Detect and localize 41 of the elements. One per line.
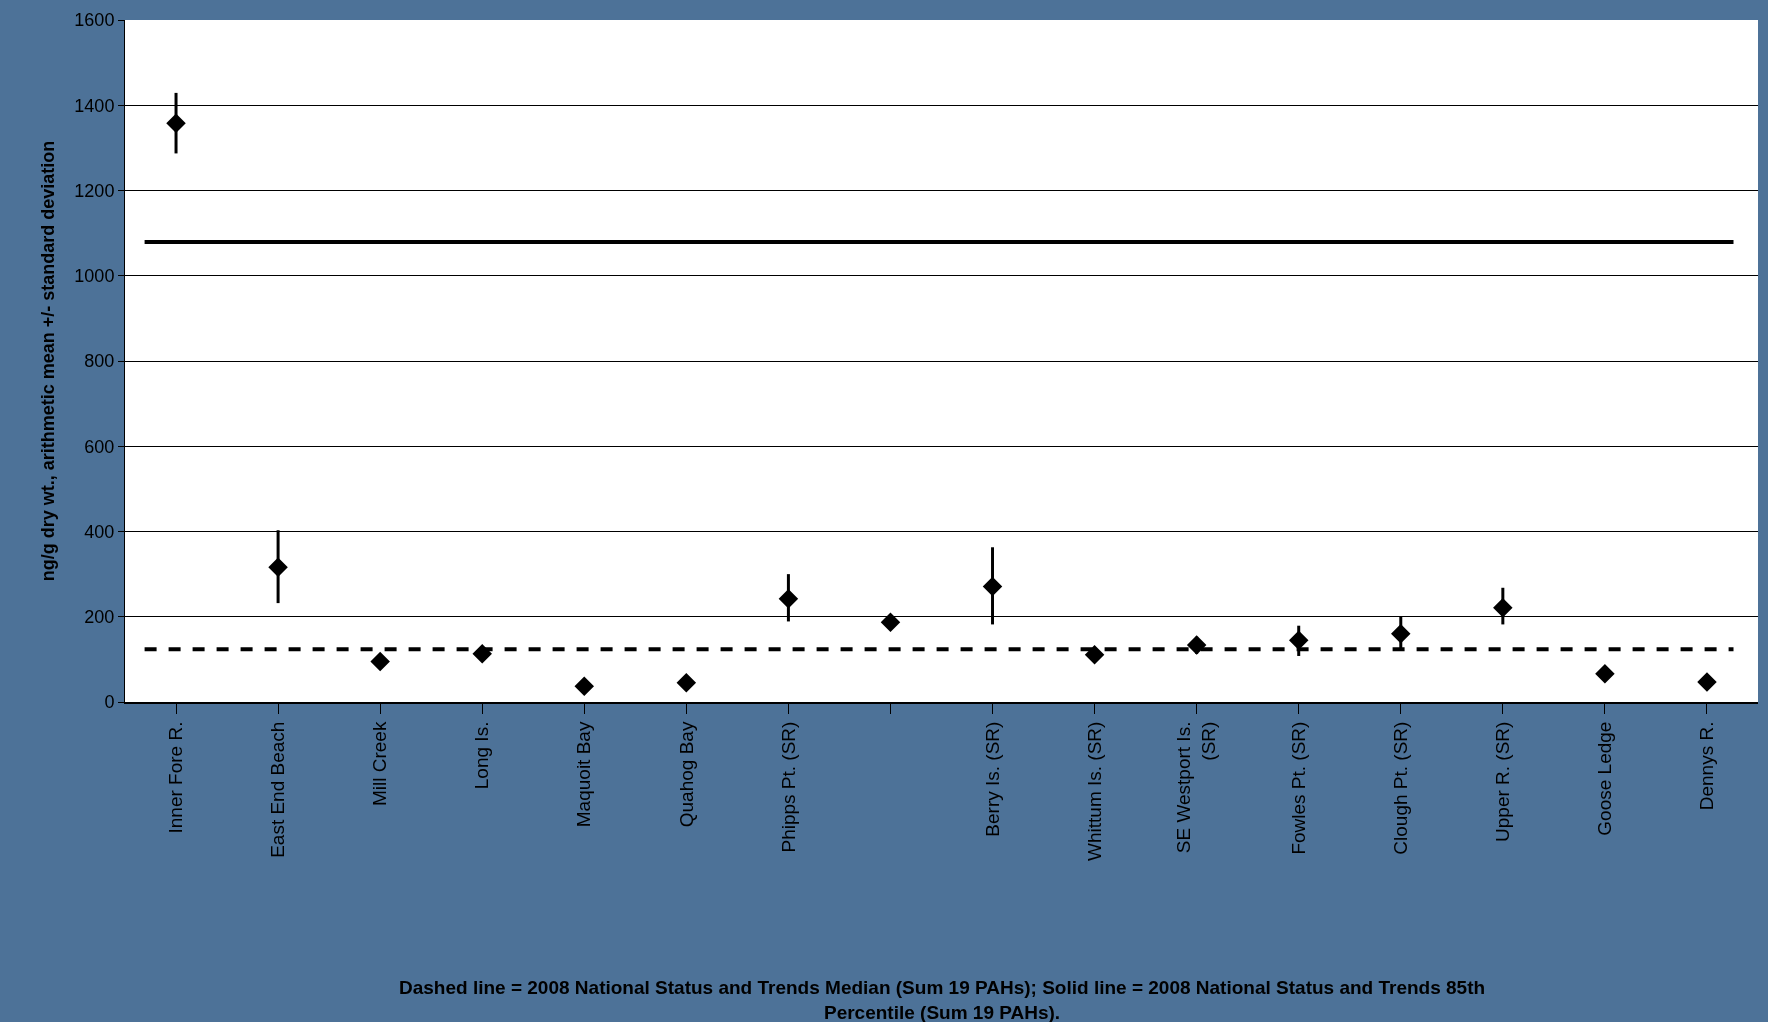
y-axis-title: ng/g dry wt., arithmetic mean +/- standard deviation [37,140,58,582]
y-tick-label: 200 [84,607,115,628]
point [1288,630,1309,650]
point [778,589,799,609]
x-tick-label: Clough Pt. (SR) [1389,721,1411,855]
point [676,673,697,693]
y-tick-label: 1000 [74,266,115,287]
x-tick-label: Fowles Pt. (SR) [1287,721,1309,855]
x-tick-label: East End Beach [267,721,289,858]
point [1391,624,1411,644]
point [268,557,288,578]
point [880,612,901,633]
y-tick-label: 800 [84,351,115,372]
x-tick-label: Phipps Pt. (SR) [777,721,799,853]
x-tick-label: SE Westport Is. (SR) [1173,721,1220,854]
y-tick-label: 400 [84,521,115,542]
y-tick-label: 600 [84,436,115,457]
x-tick-label: Mill Creek [369,721,391,807]
point [166,113,186,133]
point [574,676,595,696]
point [1697,672,1717,692]
point [370,651,390,672]
point [982,576,1003,597]
point [472,644,492,664]
y-tick-label: 1400 [74,95,115,116]
x-tick-label: Goose Ledge [1594,721,1616,836]
point [1084,644,1105,665]
text: Dashed line = 2008 National Status and Trends Median (Sum 19 PAHs); Solid line = 2008 National Status and Trends 85th Percentile (Sum 19 PAHs). [399,977,1486,1022]
x-tick-label: Dennys R. [1696,721,1718,811]
y-tick-label: 1600 [74,10,115,31]
point [1493,598,1513,618]
x-tick-label: Berry Is. (SR) [981,721,1003,837]
point [1595,664,1615,684]
x-tick-label: Maquoit Bay [573,721,595,828]
x-tick-label: Upper R. (SR) [1492,721,1514,842]
y-tick-label: 1200 [74,180,115,201]
y-tick-label: 0 [104,692,115,713]
x-tick-label: Whittum Is. (SR) [1083,721,1105,861]
x-tick-label: Long Is. [471,721,493,790]
x-tick-label: Inner Fore R. [165,721,187,834]
x-tick-label: Quahog Bay [675,721,697,828]
